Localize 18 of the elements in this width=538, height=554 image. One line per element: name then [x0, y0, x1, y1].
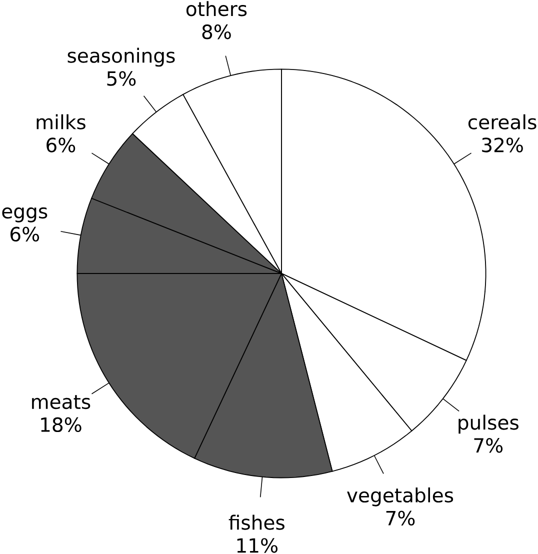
slice-label: seasonings	[68, 48, 175, 67]
slice-label: cereals	[468, 114, 536, 130]
data-label: 32%	[482, 138, 523, 152]
data-label: 7%	[474, 438, 502, 453]
data-label: 8%	[202, 24, 231, 40]
data-label: 18%	[40, 417, 82, 432]
slice-label: milks	[36, 114, 86, 130]
slice-label: others	[186, 1, 246, 16]
slice-label: vegetables	[346, 487, 453, 506]
slice-label: fishes	[228, 514, 284, 530]
data-label: 5%	[107, 71, 136, 86]
data-label: 7%	[386, 510, 414, 526]
slice-label: pulses	[458, 414, 518, 434]
slice-label: meats	[32, 395, 90, 410]
data-label: 11%	[237, 538, 278, 553]
data-label: 6%	[10, 226, 39, 242]
slice-label: eggs	[2, 207, 47, 222]
data-label: 6%	[46, 138, 75, 152]
